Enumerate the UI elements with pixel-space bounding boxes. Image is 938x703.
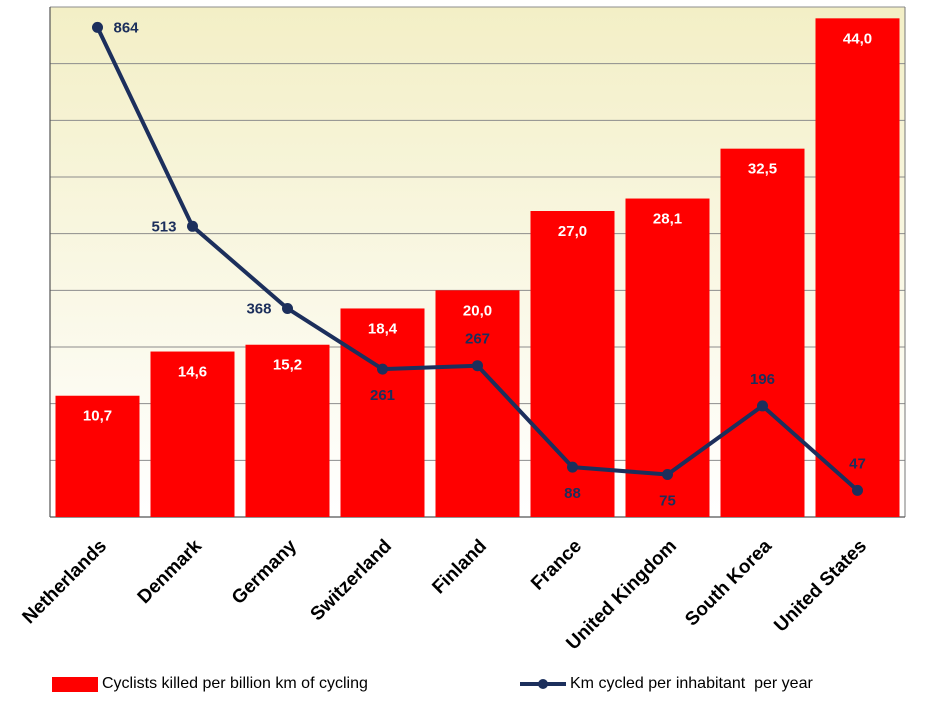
bar-data-label: 18,4 [368,320,398,337]
bar [245,344,330,517]
line-data-label: 368 [246,300,271,317]
bar [720,148,805,517]
bar [340,308,425,517]
bar-data-label: 27,0 [558,223,587,240]
bar-data-label: 14,6 [178,364,207,381]
line-data-label: 267 [465,331,490,348]
line-series [92,21,863,496]
legend-item-line: Km cycled per inhabitant per year [520,671,813,697]
line-data-label: 75 [659,493,676,510]
line-point [852,484,863,496]
category-label: Germany [228,535,301,608]
line-data-label: 261 [370,387,395,404]
line-point [377,363,388,375]
bar-data-label: 32,5 [748,161,777,178]
line-data-label: 864 [114,19,140,36]
bar-labels: 10,7 14,6 15,2 18,4 20,0 27,0 28,1 32,5 44,0 [83,30,872,424]
bar [435,290,520,517]
category-label: Denmark [134,535,207,608]
bar [815,18,900,517]
category-label: South Korea [681,535,776,630]
legend-label-line: Km cycled per inhabitant per year [570,675,813,692]
legend-item-bar: Cyclists killed per billion km of cyclin… [52,671,368,697]
legend-label-bar: Cyclists killed per billion km of cyclin… [102,675,368,692]
line-data-label: 47 [849,455,866,472]
bar [150,351,235,517]
line-point [757,400,768,412]
bar-data-label: 20,0 [463,302,492,319]
line-point [187,220,198,232]
line-data-label: 513 [151,218,176,235]
category-label: Finland [428,536,491,599]
bar-data-label: 10,7 [83,408,112,425]
category-label: France [527,536,586,595]
legend-swatch-line [520,679,566,689]
line-point [282,302,293,314]
category-label: United States [770,536,871,637]
category-label: Netherlands [19,536,111,628]
line-data-label: 196 [750,371,775,388]
bar [55,395,140,517]
line-data-label: 88 [564,485,581,502]
line-point [567,461,578,473]
category-label: Switzerland [307,536,397,626]
line-labels: 864 513 368 261 267 88 75 196 47 [114,19,866,509]
line-point [662,469,673,480]
category-labels: Netherlands Denmark Germany Switzerland Finl… [19,535,871,654]
line-point [92,21,103,33]
bars [55,18,900,518]
line-point [472,360,483,372]
bar-data-label: 15,2 [273,357,302,374]
legend-swatch-bar [52,676,98,692]
bar [625,198,710,518]
bar-data-label: 28,1 [653,211,682,228]
bar-data-label: 44,0 [843,30,872,47]
